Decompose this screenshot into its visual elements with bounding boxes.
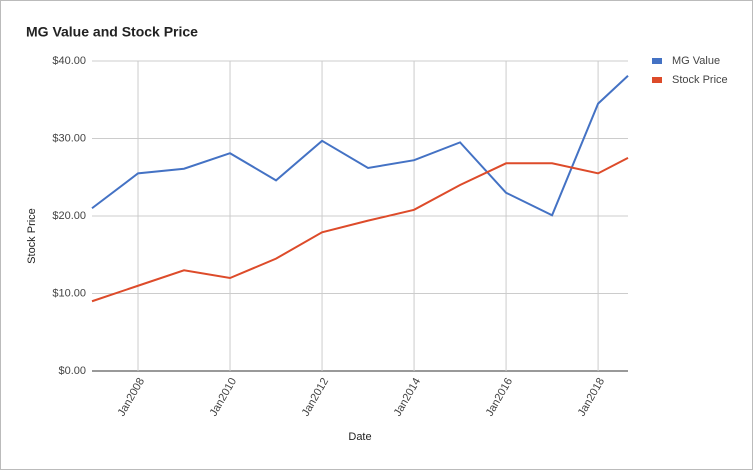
y-axis-label: Stock Price <box>26 208 38 264</box>
legend-swatch <box>652 58 662 64</box>
series-line <box>91 156 629 303</box>
y-tick-label: $30.00 <box>52 132 86 144</box>
x-axis-label: Date <box>348 431 371 443</box>
series-line <box>91 74 629 217</box>
legend-label: Stock Price <box>672 74 728 86</box>
y-tick-label: $40.00 <box>52 55 86 67</box>
chart-title: MG Value and Stock Price <box>26 24 198 40</box>
legend-swatch <box>652 77 662 83</box>
y-tick-label: $20.00 <box>52 210 86 222</box>
y-tick-label: $0.00 <box>58 365 86 377</box>
legend-label: MG Value <box>672 55 720 67</box>
y-tick-label: $10.00 <box>52 287 86 299</box>
